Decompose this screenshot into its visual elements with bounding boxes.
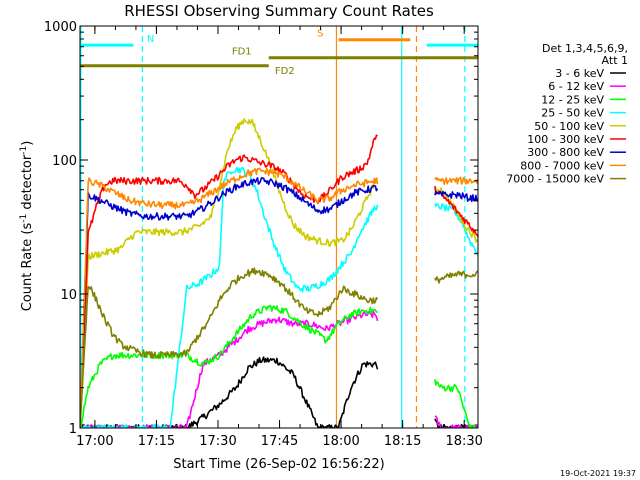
legend-header: Att 1 (602, 54, 628, 67)
series-line (80, 177, 478, 426)
y-axis-title-superscript: -1 (19, 146, 29, 155)
series-line (80, 166, 478, 428)
x-tick-label: 18:30 (445, 434, 482, 449)
series-line (80, 304, 478, 428)
chart-title: RHESSI Observing Summary Count Rates (124, 2, 434, 20)
legend-entry-label: 300 - 800 keV (527, 146, 604, 159)
legend-entry-label: 3 - 6 keV (555, 67, 604, 80)
plot-frame (79, 25, 479, 429)
y-tick-label: 10 (60, 288, 77, 303)
y-axis-title: Count Rate (s-1 detector-1) (19, 141, 35, 312)
y-tick-label: 100 (52, 154, 77, 169)
y-axis-title-superscript: -1 (19, 214, 29, 223)
legend-entry-label: 800 - 7000 keV (520, 159, 604, 172)
y-axis-title-part: ) (20, 141, 35, 146)
series-line (80, 310, 478, 428)
x-tick-label: 17:15 (138, 434, 175, 449)
legend-entry-label: 25 - 50 keV (541, 107, 604, 120)
x-tick-label: 17:00 (76, 434, 113, 449)
legend-entry-label: 50 - 100 keV (534, 120, 604, 133)
axis-ticks: 1 10 100 1000 17:00 17:15 17:30 17:45 18:00 18:15… (44, 20, 483, 449)
legend-entry-label: 12 - 25 keV (541, 93, 604, 106)
data-layer: N S FD1 FD2 (80, 26, 478, 428)
series-line (80, 167, 478, 425)
x-axis-title: Start Time (26-Sep-02 16:56:22) (173, 457, 384, 472)
y-axis-title-part: Count Rate (s (20, 223, 35, 312)
y-axis-title-part: detector (20, 154, 35, 214)
legend-entry-label: 7000 - 15000 keV (506, 173, 604, 186)
series-line (80, 356, 478, 428)
annotation-label-fd1: FD1 (232, 47, 252, 58)
x-tick-label: 18:15 (384, 434, 421, 449)
series-line (80, 267, 478, 428)
series-line (80, 118, 478, 428)
plot-area: N S FD1 FD2 (79, 25, 479, 429)
generated-timestamp: 19-Oct-2021 19:37 (560, 469, 636, 478)
annotation-label-s: S (317, 29, 323, 40)
y-tick-label: 1000 (44, 20, 77, 35)
legend-header: Det 1,3,4,5,6,9, (542, 42, 628, 55)
legend-entry-label: 100 - 300 keV (527, 133, 604, 146)
legend-entry-label: 6 - 12 keV (548, 80, 604, 93)
x-tick-label: 17:45 (261, 434, 298, 449)
x-tick-label: 17:30 (199, 434, 236, 449)
annotation-label-n: N (147, 34, 154, 45)
annotation-label-fd2: FD2 (275, 66, 295, 77)
y-tick-label: 1 (69, 422, 77, 437)
x-tick-label: 18:00 (322, 434, 359, 449)
